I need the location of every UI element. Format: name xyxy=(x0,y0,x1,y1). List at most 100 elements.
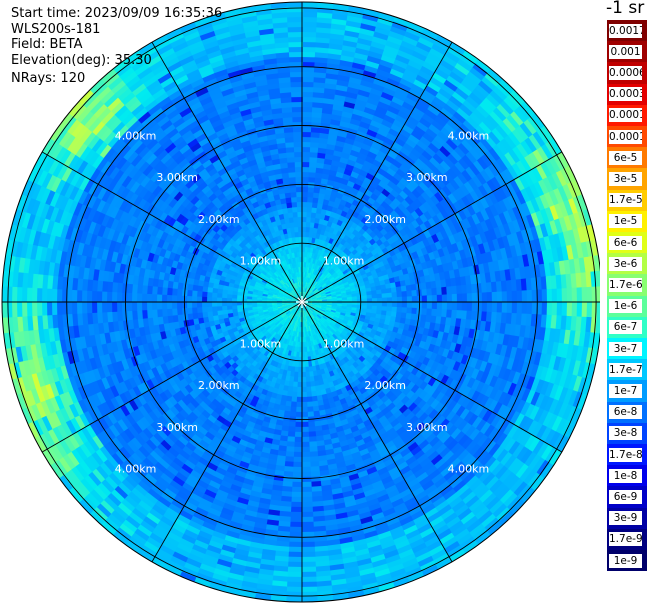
beta-bin xyxy=(301,572,317,578)
beta-bin xyxy=(301,542,315,548)
beta-bin xyxy=(287,567,302,573)
beta-bin xyxy=(302,172,309,178)
beta-bin xyxy=(497,302,503,313)
beta-bin xyxy=(302,112,313,118)
beta-bin xyxy=(482,292,488,302)
beta-bin xyxy=(302,427,309,433)
beta-bin xyxy=(402,302,408,308)
beta-bin xyxy=(377,302,383,307)
beta-bin xyxy=(357,296,363,300)
beta-bin xyxy=(372,302,378,306)
beta-bin xyxy=(512,302,518,314)
beta-bin xyxy=(302,222,307,228)
beta-bin xyxy=(301,482,311,488)
beta-bin xyxy=(421,308,427,315)
beta-bin xyxy=(532,290,538,303)
beta-bin xyxy=(299,352,302,358)
beta-bin xyxy=(302,72,315,78)
beta-bin xyxy=(288,542,302,548)
beta-bin xyxy=(296,397,302,403)
beta-bin xyxy=(301,447,310,453)
beta-bin xyxy=(301,467,311,473)
beta-bin xyxy=(406,291,412,297)
beta-bin xyxy=(289,527,302,533)
beta-bin xyxy=(302,32,317,38)
beta-bin xyxy=(447,302,453,311)
beta-bin xyxy=(302,122,312,128)
beta-bin xyxy=(302,147,311,153)
beta-bin xyxy=(302,117,312,123)
beta-bin xyxy=(302,82,314,88)
beta-bin xyxy=(382,293,388,298)
beta-bin xyxy=(392,302,398,307)
beta-bin xyxy=(411,290,417,297)
beta-bin xyxy=(297,392,302,398)
beta-bin xyxy=(290,411,297,417)
beta-bin xyxy=(302,432,310,438)
beta-bin xyxy=(301,562,316,568)
beta-bin xyxy=(532,302,538,315)
beta-bin xyxy=(302,177,309,183)
beta-bin xyxy=(301,517,313,523)
beta-bin xyxy=(542,302,548,316)
beta-bin xyxy=(291,492,302,498)
beta-bin xyxy=(577,287,583,303)
beta-bin xyxy=(292,477,302,483)
beta-bin xyxy=(301,457,310,463)
beta-bin xyxy=(427,302,433,309)
beta-bin xyxy=(302,92,314,98)
beta-bin xyxy=(302,247,305,253)
beta-bin xyxy=(302,47,316,53)
beta-bin xyxy=(288,552,302,558)
beta-bin xyxy=(397,292,403,298)
beta-bin xyxy=(302,67,315,73)
beta-bin xyxy=(287,562,302,568)
beta-bin xyxy=(290,406,297,412)
beta-bin xyxy=(562,302,568,317)
beta-bin xyxy=(301,512,313,518)
beta-bin xyxy=(302,12,318,18)
beta-bin xyxy=(502,302,508,314)
beta-bin xyxy=(372,294,378,299)
beta-bin xyxy=(298,377,303,383)
beta-bin xyxy=(457,302,463,311)
beta-bin xyxy=(308,431,316,437)
beta-bin xyxy=(307,411,314,417)
beta-bin xyxy=(407,296,413,302)
beta-bin xyxy=(397,297,403,303)
beta-bin xyxy=(547,302,553,316)
beta-bin xyxy=(357,302,363,305)
beta-bin xyxy=(487,292,493,303)
beta-bin xyxy=(301,552,315,558)
beta-bin xyxy=(362,302,368,306)
beta-bin xyxy=(305,367,309,373)
beta-bin xyxy=(587,287,593,303)
beta-bin xyxy=(301,567,316,573)
beta-bin xyxy=(401,307,407,313)
beta-bin xyxy=(306,382,311,388)
beta-bin xyxy=(597,302,601,319)
beta-bin xyxy=(517,302,523,314)
beta-bin xyxy=(301,452,310,458)
beta-bin xyxy=(427,295,433,302)
beta-bin xyxy=(502,291,508,303)
beta-bin xyxy=(497,292,503,303)
beta-bin xyxy=(307,402,313,408)
beta-bin xyxy=(291,497,302,503)
beta-bin xyxy=(467,293,473,303)
beta-bin xyxy=(422,295,428,302)
beta-bin xyxy=(290,512,302,518)
beta-bin xyxy=(452,294,458,303)
beta-bin xyxy=(301,502,313,508)
beta-bin xyxy=(557,288,563,303)
beta-bin xyxy=(302,137,311,143)
beta-bin xyxy=(577,302,583,318)
beta-bin xyxy=(302,412,309,418)
beta-bin xyxy=(294,432,302,438)
beta-bin xyxy=(422,302,428,309)
beta-bin xyxy=(302,127,312,133)
beta-bin xyxy=(517,291,523,303)
beta-bin xyxy=(308,192,315,198)
beta-bin xyxy=(302,162,310,168)
beta-bin xyxy=(286,587,302,593)
